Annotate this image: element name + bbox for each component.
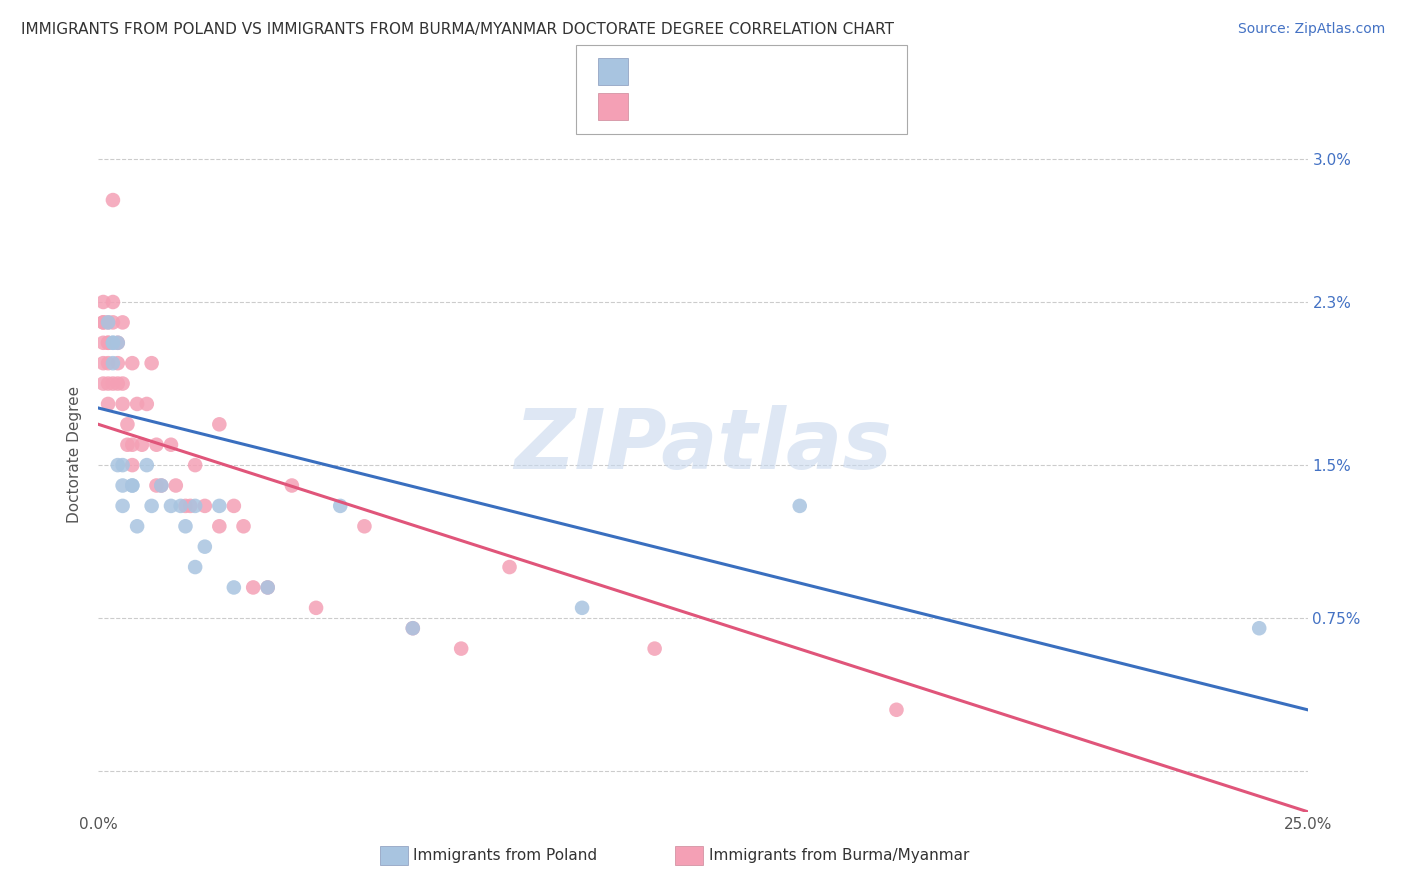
Point xyxy=(184,458,207,472)
Point xyxy=(141,499,163,513)
Point xyxy=(145,438,167,452)
Point xyxy=(184,560,207,574)
Text: Immigrants from Poland: Immigrants from Poland xyxy=(413,848,598,863)
Point xyxy=(329,499,352,513)
Point xyxy=(101,295,124,310)
Point xyxy=(174,499,197,513)
Point xyxy=(121,458,143,472)
Point xyxy=(179,499,201,513)
Point xyxy=(160,438,183,452)
Point xyxy=(498,560,520,574)
Point xyxy=(135,397,157,411)
Point xyxy=(101,335,124,350)
Point xyxy=(194,499,217,513)
Point xyxy=(150,478,173,492)
Point xyxy=(402,621,425,635)
Point xyxy=(107,335,129,350)
Point xyxy=(91,295,114,310)
Point xyxy=(169,499,191,513)
Point xyxy=(91,315,114,329)
Text: Immigrants from Burma/Myanmar: Immigrants from Burma/Myanmar xyxy=(709,848,969,863)
Text: IMMIGRANTS FROM POLAND VS IMMIGRANTS FROM BURMA/MYANMAR DOCTORATE DEGREE CORRELA: IMMIGRANTS FROM POLAND VS IMMIGRANTS FRO… xyxy=(21,22,894,37)
Point xyxy=(121,356,143,370)
Point xyxy=(242,581,264,595)
Point xyxy=(97,315,120,329)
Point xyxy=(111,376,134,391)
Text: ZIPatlas: ZIPatlas xyxy=(515,406,891,486)
Text: N = 29: N = 29 xyxy=(752,60,813,75)
Point xyxy=(208,519,231,533)
Point xyxy=(101,335,124,350)
Point xyxy=(101,376,124,391)
Text: R = -0.425: R = -0.425 xyxy=(643,95,737,110)
Point xyxy=(789,499,811,513)
Text: R = -0.640: R = -0.640 xyxy=(643,60,737,75)
Point xyxy=(107,376,129,391)
Point xyxy=(256,581,278,595)
Point xyxy=(101,193,124,207)
Point xyxy=(208,417,231,432)
Point xyxy=(571,600,593,615)
Point xyxy=(450,641,472,656)
Point xyxy=(305,600,328,615)
Point xyxy=(1249,621,1271,635)
Point xyxy=(97,315,120,329)
Point xyxy=(208,499,231,513)
Point xyxy=(97,335,120,350)
Point xyxy=(184,499,207,513)
Point xyxy=(165,478,187,492)
Point xyxy=(91,315,114,329)
Point xyxy=(127,519,149,533)
Point xyxy=(127,397,149,411)
Point xyxy=(232,519,254,533)
Point xyxy=(101,356,124,370)
Point xyxy=(135,458,157,472)
Point xyxy=(141,356,163,370)
Point xyxy=(402,621,425,635)
Point xyxy=(97,397,120,411)
Point xyxy=(97,356,120,370)
Point xyxy=(194,540,217,554)
Point xyxy=(107,356,129,370)
Point xyxy=(91,335,114,350)
Point xyxy=(150,478,173,492)
Text: N = 54: N = 54 xyxy=(752,95,813,110)
Point xyxy=(117,438,139,452)
Point xyxy=(121,478,143,492)
Point xyxy=(256,581,278,595)
Point xyxy=(91,356,114,370)
Point xyxy=(111,478,134,492)
Point xyxy=(222,499,245,513)
Point xyxy=(111,315,134,329)
Point xyxy=(97,376,120,391)
Point xyxy=(131,438,153,452)
Point xyxy=(644,641,666,656)
Point xyxy=(160,499,183,513)
Point xyxy=(111,397,134,411)
Point xyxy=(91,376,114,391)
Point xyxy=(107,335,129,350)
Point xyxy=(111,458,134,472)
Point xyxy=(353,519,375,533)
Point xyxy=(111,499,134,513)
Point xyxy=(886,703,908,717)
Point xyxy=(97,335,120,350)
Point xyxy=(107,458,129,472)
Point xyxy=(145,478,167,492)
Y-axis label: Doctorate Degree: Doctorate Degree xyxy=(67,386,83,524)
Point xyxy=(101,315,124,329)
Point xyxy=(117,417,139,432)
Point xyxy=(121,438,143,452)
Text: Source: ZipAtlas.com: Source: ZipAtlas.com xyxy=(1237,22,1385,37)
Point xyxy=(281,478,304,492)
Point xyxy=(174,519,197,533)
Point xyxy=(222,581,245,595)
Point xyxy=(121,478,143,492)
